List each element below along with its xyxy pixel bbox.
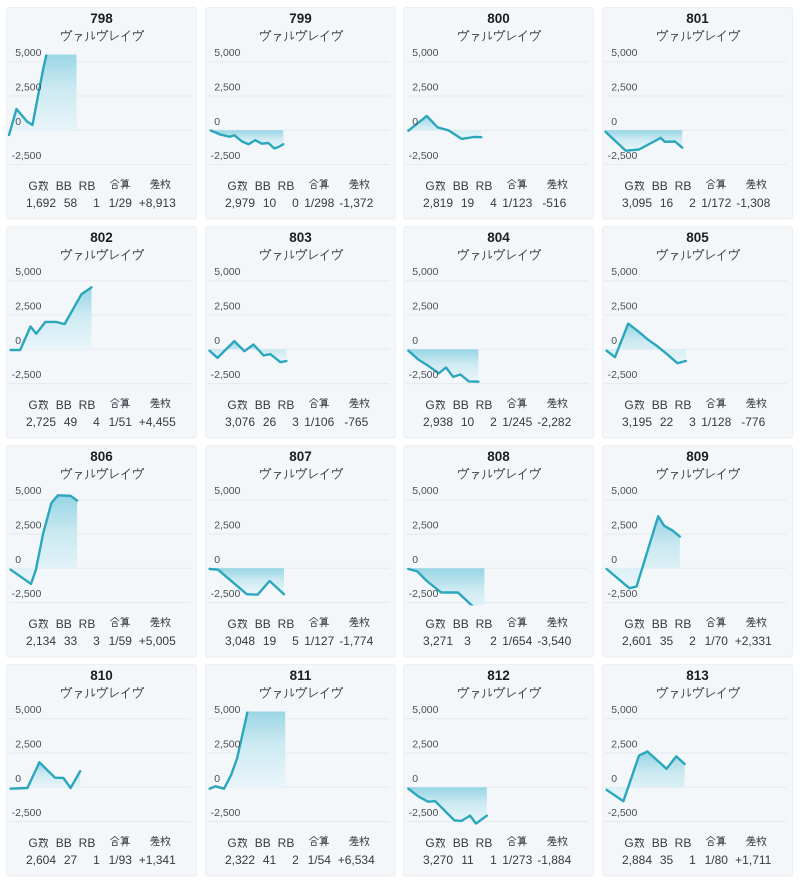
svg-text:-2,500: -2,500 bbox=[12, 150, 42, 162]
svg-text:0: 0 bbox=[412, 335, 418, 347]
svg-text:2,500: 2,500 bbox=[214, 520, 240, 532]
svg-text:5,000: 5,000 bbox=[214, 47, 240, 59]
svg-text:5,000: 5,000 bbox=[214, 266, 240, 278]
svg-text:5,000: 5,000 bbox=[611, 266, 637, 278]
svg-text:0: 0 bbox=[611, 116, 617, 128]
svg-text:-2,500: -2,500 bbox=[12, 807, 42, 819]
svg-text:0: 0 bbox=[214, 773, 220, 785]
svg-text:5,000: 5,000 bbox=[611, 485, 637, 497]
svg-text:2,500: 2,500 bbox=[214, 739, 240, 751]
svg-text:-2,500: -2,500 bbox=[211, 150, 241, 162]
svg-text:2,500: 2,500 bbox=[15, 520, 41, 532]
svg-text:-2,500: -2,500 bbox=[12, 588, 42, 600]
svg-text:-2,500: -2,500 bbox=[608, 150, 638, 162]
svg-text:2,500: 2,500 bbox=[611, 520, 637, 532]
svg-text:5,000: 5,000 bbox=[412, 47, 438, 59]
svg-text:2,500: 2,500 bbox=[611, 301, 637, 313]
svg-text:5,000: 5,000 bbox=[611, 47, 637, 59]
svg-text:0: 0 bbox=[611, 773, 617, 785]
svg-text:5,000: 5,000 bbox=[611, 704, 637, 716]
svg-text:0: 0 bbox=[412, 554, 418, 566]
svg-text:0: 0 bbox=[214, 335, 220, 347]
svg-text:-2,500: -2,500 bbox=[409, 150, 439, 162]
svg-text:-2,500: -2,500 bbox=[608, 588, 638, 600]
svg-text:0: 0 bbox=[611, 335, 617, 347]
svg-text:5,000: 5,000 bbox=[214, 704, 240, 716]
svg-text:-2,500: -2,500 bbox=[211, 807, 241, 819]
svg-text:2,500: 2,500 bbox=[15, 301, 41, 313]
svg-text:5,000: 5,000 bbox=[15, 266, 41, 278]
svg-text:-2,500: -2,500 bbox=[211, 588, 241, 600]
svg-text:-2,500: -2,500 bbox=[12, 369, 42, 381]
svg-text:5,000: 5,000 bbox=[214, 485, 240, 497]
svg-text:-2,500: -2,500 bbox=[608, 807, 638, 819]
svg-text:2,500: 2,500 bbox=[412, 301, 438, 313]
svg-text:5,000: 5,000 bbox=[412, 485, 438, 497]
svg-text:2,500: 2,500 bbox=[611, 82, 637, 94]
svg-text:0: 0 bbox=[412, 116, 418, 128]
svg-text:0: 0 bbox=[15, 116, 21, 128]
svg-text:-2,500: -2,500 bbox=[608, 369, 638, 381]
svg-text:0: 0 bbox=[412, 773, 418, 785]
svg-text:0: 0 bbox=[214, 116, 220, 128]
svg-text:0: 0 bbox=[214, 554, 220, 566]
svg-text:-2,500: -2,500 bbox=[211, 369, 241, 381]
svg-text:2,500: 2,500 bbox=[15, 739, 41, 751]
svg-text:5,000: 5,000 bbox=[15, 47, 41, 59]
svg-text:-2,500: -2,500 bbox=[409, 369, 439, 381]
svg-text:2,500: 2,500 bbox=[412, 520, 438, 532]
svg-text:2,500: 2,500 bbox=[214, 301, 240, 313]
svg-text:0: 0 bbox=[611, 554, 617, 566]
svg-text:5,000: 5,000 bbox=[15, 485, 41, 497]
svg-text:2,500: 2,500 bbox=[412, 739, 438, 751]
svg-text:2,500: 2,500 bbox=[412, 82, 438, 94]
svg-text:0: 0 bbox=[15, 335, 21, 347]
svg-text:5,000: 5,000 bbox=[412, 704, 438, 716]
svg-text:0: 0 bbox=[15, 554, 21, 566]
svg-text:-2,500: -2,500 bbox=[409, 588, 439, 600]
svg-text:0: 0 bbox=[15, 773, 21, 785]
svg-text:2,500: 2,500 bbox=[15, 82, 41, 94]
svg-text:5,000: 5,000 bbox=[412, 266, 438, 278]
svg-text:5,000: 5,000 bbox=[15, 704, 41, 716]
svg-text:2,500: 2,500 bbox=[611, 739, 637, 751]
svg-text:2,500: 2,500 bbox=[214, 82, 240, 94]
svg-text:-2,500: -2,500 bbox=[409, 807, 439, 819]
